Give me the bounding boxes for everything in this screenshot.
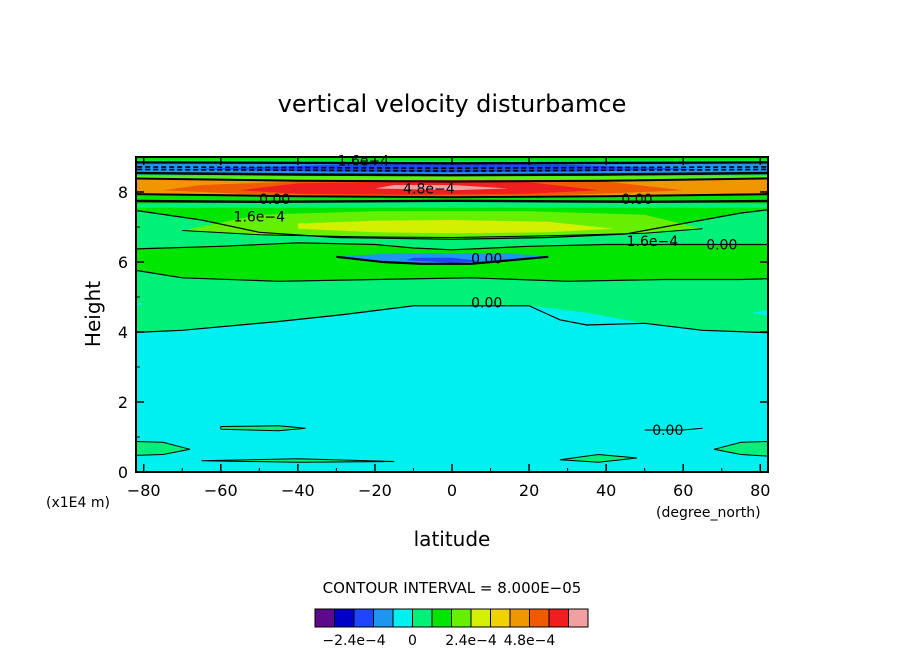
contour-line-top-dashed-1 — [136, 168, 768, 172]
colorbar-swatch — [490, 608, 511, 628]
contour-line-surface-east — [713, 440, 768, 457]
y-tick-label: 0 — [118, 463, 128, 482]
x-axis-units: (degree_north) — [656, 505, 761, 521]
x-tick-label: −80 — [127, 481, 161, 500]
x-tick-label: 40 — [596, 481, 616, 500]
x-axis-label: latitude — [414, 527, 491, 551]
contour-label: 1.6e−4 — [234, 210, 286, 226]
x-axis: −80 −60 −40 −20 0 20 40 60 80 — [127, 157, 770, 500]
colorbar-swatch — [412, 608, 433, 628]
y-tick-label: 2 — [118, 393, 128, 412]
y-tick-label: 6 — [118, 253, 128, 272]
chart-title: vertical velocity disturbamce — [278, 90, 627, 118]
contour-label: 0.00 — [652, 423, 683, 439]
contour-line-zero — [136, 305, 768, 334]
colorbar-tick-label: −2.4e−4 — [322, 633, 385, 649]
colorbar-swatch — [314, 608, 335, 628]
contour-label: 0.00 — [259, 192, 290, 208]
contour-interval-text: CONTOUR INTERVAL = 8.000E−05 — [323, 579, 582, 597]
contour-line-surface-west — [136, 440, 191, 456]
contour-line-dip — [336, 255, 549, 265]
x-tick-label: −60 — [204, 481, 238, 500]
contour-line-zero-jet — [136, 199, 768, 204]
colorbar-swatch — [568, 608, 589, 628]
contour-line-jet-low — [136, 193, 768, 199]
region-yellow-max — [297, 220, 614, 234]
contour-label: 0.00 — [706, 238, 737, 254]
colorbar-tick-label: 0 — [408, 633, 417, 649]
contour-line-4e-5 — [136, 269, 768, 282]
contour-label: 1.6e−4 — [627, 234, 679, 250]
contour-line-jet-high — [136, 177, 768, 183]
colorbar-swatch — [334, 608, 355, 628]
colorbar-swatch — [529, 608, 550, 628]
x-tick-label: −20 — [358, 481, 392, 500]
y-axis-label: Height — [81, 281, 105, 347]
contour-line-top-dashed-2 — [136, 166, 768, 170]
y-axis-units: (x1E4 m) — [46, 495, 110, 511]
colorbar-tick-label: 4.8e−4 — [504, 633, 556, 649]
y-axis: 0 2 4 6 8 — [118, 156, 768, 482]
y-tick-label: 8 — [118, 183, 128, 202]
colorbar-swatch — [431, 608, 452, 628]
x-tick-label: 0 — [447, 481, 457, 500]
region-cyan-notch-east — [752, 310, 768, 317]
contour-line-surface-3 — [559, 453, 638, 463]
contour-label: 0.00 — [471, 295, 502, 311]
region-surface-green-east — [714, 441, 768, 457]
contour-line-top-1 — [136, 171, 768, 177]
colorbar-swatch — [451, 608, 472, 628]
x-tick-label: −40 — [281, 481, 315, 500]
contour-labels: 1.6e−4 0.00 1.6e−4 4.8e−4 0.00 1.6e−4 0.00 0.00… — [234, 154, 738, 440]
region-jet-pink — [374, 185, 510, 191]
contour-label: 0.00 — [471, 252, 502, 268]
colorbar-swatch — [548, 608, 569, 628]
contour-line-surface-1 — [220, 425, 306, 432]
contour-line-zero-upper — [136, 242, 768, 251]
colorbar-swatch — [373, 608, 394, 628]
x-tick-label: 60 — [673, 481, 693, 500]
region-cyan-notch-west — [136, 302, 144, 306]
colorbar: −2.4e−4 0 2.4e−4 4.8e−4 — [314, 608, 589, 649]
colorbar-swatch — [470, 608, 491, 628]
colorbar-swatch — [353, 608, 374, 628]
contour-line-lime — [182, 228, 703, 239]
contour-line-surface-2 — [201, 458, 395, 463]
contour-line-1.6e-4 — [136, 209, 768, 240]
region-blue-dip-core — [405, 257, 483, 263]
contour-label: 1.6e−4 — [338, 154, 390, 170]
x-tick-label: 80 — [750, 481, 770, 500]
colorbar-swatch — [392, 608, 413, 628]
contour-label: 0.00 — [621, 192, 652, 208]
colorbar-tick-label: 2.4e−4 — [445, 633, 497, 649]
contour-lines — [136, 161, 768, 463]
colorbar-swatch — [509, 608, 530, 628]
contour-line-surface-4 — [644, 427, 703, 431]
contour-label: 4.8e−4 — [403, 182, 455, 198]
x-tick-label: 20 — [519, 481, 539, 500]
y-tick-label: 4 — [118, 323, 128, 342]
